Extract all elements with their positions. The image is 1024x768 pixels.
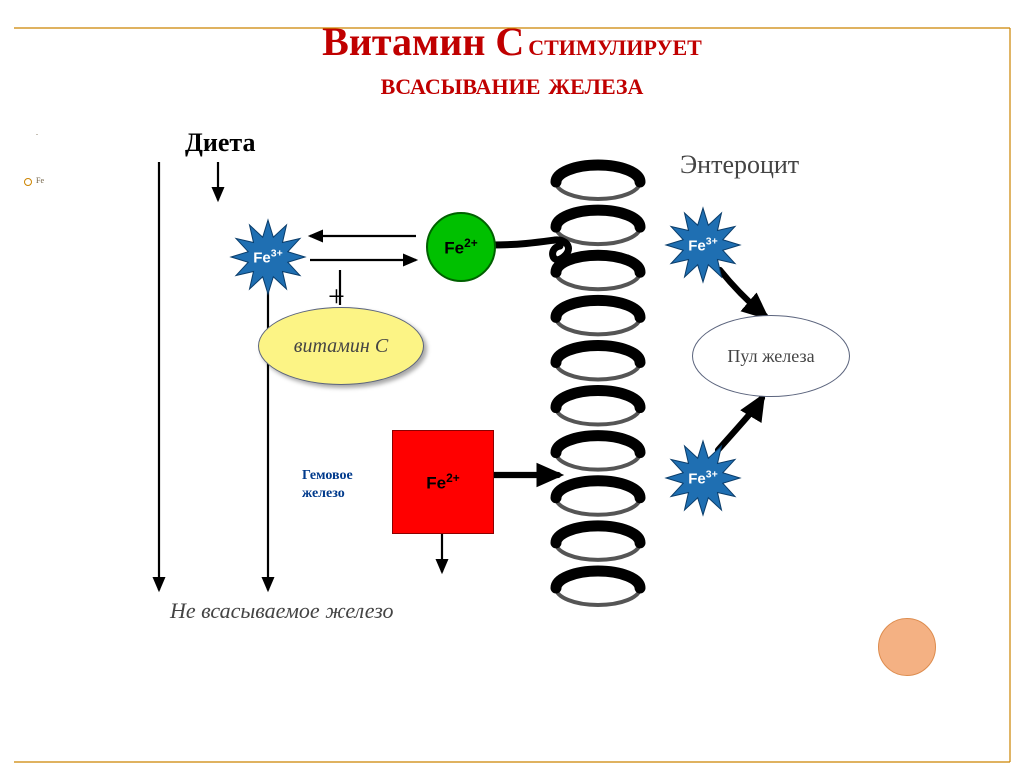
- slide: { "title": { "line1": "Витамин С", "line…: [0, 0, 1024, 768]
- accent-circle: [878, 618, 936, 676]
- arrows-svg: [0, 0, 1024, 768]
- title-word-2: стимулирует: [528, 26, 702, 62]
- label-heme_iron_l1: Гемовое: [302, 468, 353, 484]
- slide-title: Витамин С стимулирует всасывание железа: [0, 18, 1024, 102]
- helix-svg: [0, 0, 1024, 768]
- title-line-2: всасывание железа: [381, 65, 644, 101]
- shape-fe3_bot_r: Fe3+: [664, 439, 742, 517]
- label-heme_iron_l2: железо: [302, 486, 345, 502]
- title-word-1: Витамин С: [322, 19, 524, 64]
- shape-fe3_top_r: Fe3+: [664, 206, 742, 284]
- shape-pool: Пул железа: [692, 315, 850, 397]
- shape-vitc: витамин С: [258, 307, 424, 385]
- shape-fe3_left: Fe3+: [229, 218, 307, 296]
- aside-fe: Fe: [36, 176, 44, 185]
- frame-svg: [0, 0, 1024, 768]
- label-not_absorbed: Не всасываемое железо: [170, 598, 394, 624]
- aside-bullet-icon: [24, 178, 32, 186]
- label-diet: Диета: [185, 128, 256, 158]
- aside-dot: .: [36, 128, 38, 137]
- shape-red_sq: Fe2+: [392, 430, 494, 534]
- label-enterocyte: Энтероцит: [680, 150, 799, 180]
- shape-fe2_green: Fe2+: [426, 212, 496, 282]
- arrow-fe2-to-helix: [492, 240, 568, 260]
- label-plus: +: [328, 280, 345, 314]
